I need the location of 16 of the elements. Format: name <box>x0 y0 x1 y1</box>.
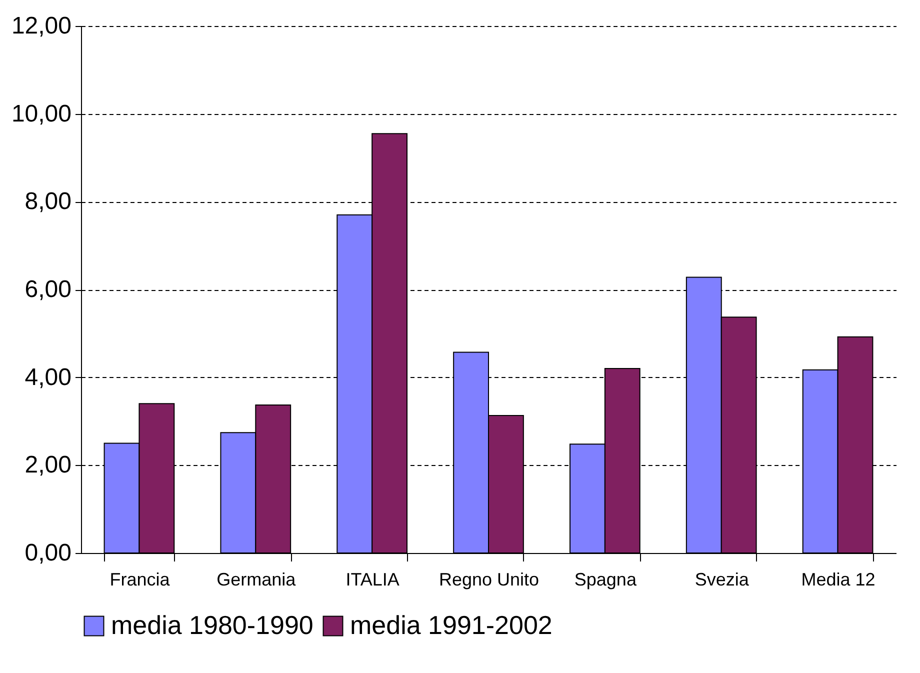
y-tick-label: 8,00 <box>24 188 72 216</box>
x-tick-label: Regno Unito <box>438 570 540 590</box>
x-tick-label: ITALIA <box>346 570 400 590</box>
legend-label: media 1980-1990 <box>111 610 314 640</box>
y-tick-label: 0,00 <box>24 540 72 566</box>
y-tick-label: 10,00 <box>11 100 72 128</box>
y-tick-label: 6,00 <box>24 276 72 303</box>
y-tick-label: 2,00 <box>24 452 72 479</box>
x-tick-label: Svezia <box>694 570 750 590</box>
x-tick-label: Spagna <box>574 570 638 590</box>
legend-label: media 1991-2002 <box>350 610 552 640</box>
x-tick-label: Media 12 <box>801 570 876 590</box>
x-tick-label: Germania <box>216 570 297 590</box>
y-tick-label: 12,00 <box>11 12 72 40</box>
x-tick-label: Francia <box>110 570 171 590</box>
y-tick-label: 4,00 <box>24 364 72 391</box>
